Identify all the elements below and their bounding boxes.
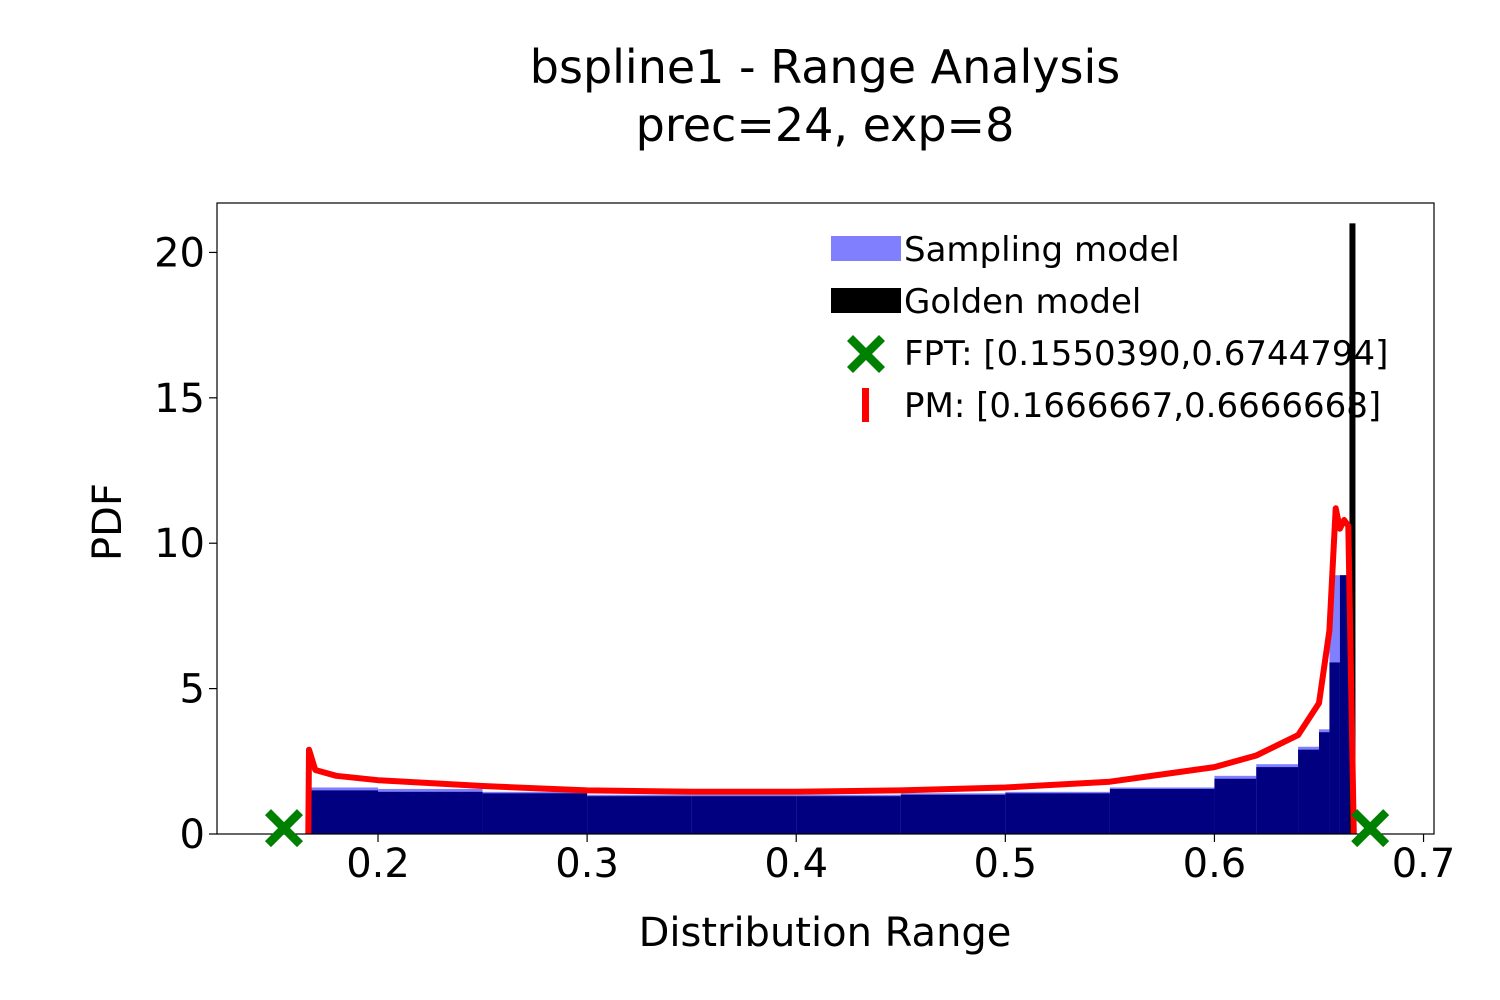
hist-bar-golden-5 [796,796,901,834]
legend-label-golden: Golden model [904,282,1141,322]
fpt-marker-1 [1351,809,1390,848]
legend-swatch-golden [831,288,901,313]
hist-bar-golden-9 [1214,778,1257,834]
plot-area [305,223,1357,834]
y-tick-label-1: 5 [180,667,205,713]
hist-bar-golden-12 [1318,732,1330,834]
legend-marker-pm-icon [862,388,869,422]
legend-label-fpt: FPT: [0.1550390,0.6744794] [904,334,1388,374]
fpt-marker-0 [264,809,303,848]
golden-spike-line [1349,223,1356,834]
legend-marker-fpt-icon [847,335,885,373]
hist-bar-golden-6 [900,794,1006,834]
hist-bar-golden-8 [1109,788,1215,834]
x-tick-label-4: 0.6 [1183,841,1247,887]
chart-title: bspline1 - Range Analysis [529,40,1121,94]
hist-bar-golden-2 [482,793,588,834]
legend-label-pm: PM: [0.1666667,0.6666668] [904,386,1381,426]
x-tick-label-3: 0.5 [974,841,1038,887]
x-tick-label-0: 0.2 [346,841,410,887]
pm-curve [305,505,1357,834]
hist-bar-golden-13 [1329,662,1340,834]
legend-label-sampling: Sampling model [904,230,1180,270]
hist-bar-golden-1 [378,791,483,834]
y-axis-label: PDF [85,483,131,561]
y-tick-label-0: 0 [180,812,205,858]
y-tick-label-2: 10 [154,521,205,567]
x-tick-label-5: 0.7 [1392,841,1456,887]
hist-bar-golden-3 [587,796,692,834]
legend-swatch-sampling [831,236,901,261]
legend: Sampling model Golden model FPT: [0.1550… [831,230,1388,426]
x-tick-label-2: 0.4 [764,841,828,887]
y-tick-label-4: 20 [154,230,205,276]
x-axis-label: Distribution Range [639,910,1012,956]
hist-bar-golden-0 [311,790,379,834]
hist-bar-golden-4 [691,796,797,834]
chart-subtitle: prec=24, exp=8 [635,98,1015,152]
hist-bar-golden-11 [1298,749,1319,834]
y-tick-label-3: 15 [154,376,205,422]
plot-frame [216,202,1435,835]
hist-bar-golden-7 [1005,793,1110,834]
axis-ticks: 0.2 0.3 0.4 0.5 0.6 0.7 0 5 10 15 20 [154,230,1455,887]
x-tick-label-1: 0.3 [555,841,619,887]
hist-bar-golden-10 [1256,767,1299,834]
